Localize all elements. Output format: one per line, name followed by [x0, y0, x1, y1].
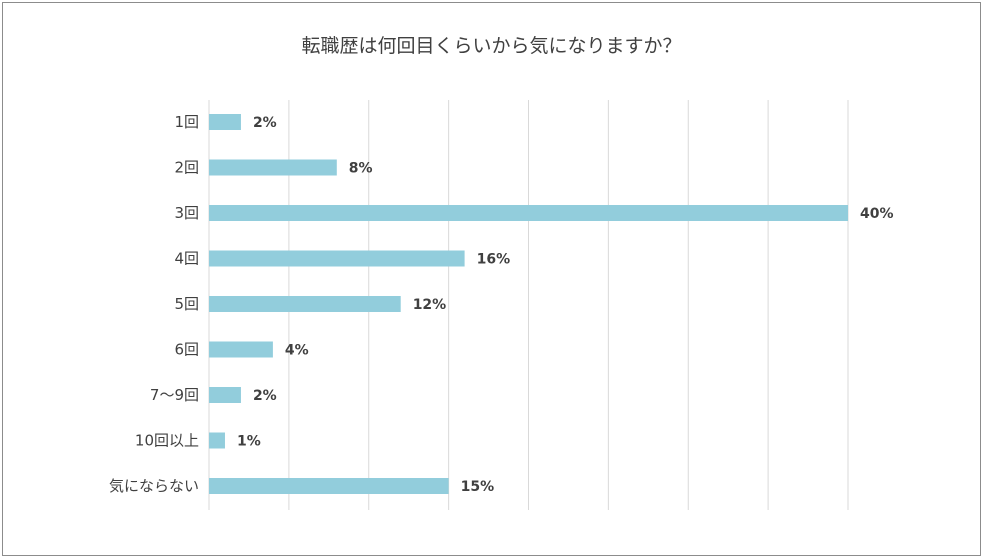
data-label: 40%: [860, 206, 894, 222]
category-label: 4回: [174, 250, 199, 268]
category-label: 3回: [174, 204, 199, 222]
bar: [209, 205, 848, 221]
bar: [209, 387, 241, 403]
category-label: 1回: [174, 113, 199, 131]
category-label: 2回: [174, 159, 199, 177]
bar: [209, 159, 337, 176]
category-label: 7～9回: [150, 386, 199, 404]
bar: [209, 296, 401, 312]
category-label: 5回: [174, 295, 199, 313]
category-label: 気にならない: [109, 477, 199, 495]
chart-title: 転職歴は何回目くらいから気になりますか？: [301, 35, 682, 57]
data-label: 16%: [477, 252, 511, 268]
data-label: 4%: [285, 343, 309, 359]
data-label: 8%: [349, 161, 373, 177]
data-label: 2%: [253, 388, 277, 404]
category-label: 6回: [174, 341, 199, 359]
bar: [209, 478, 449, 494]
data-label: 1%: [237, 434, 261, 450]
bar: [209, 114, 241, 130]
bar: [209, 432, 225, 449]
bar: [209, 250, 465, 267]
bar: [209, 341, 273, 358]
data-label: 12%: [413, 297, 447, 313]
category-label: 10回以上: [135, 432, 199, 450]
data-label: 2%: [253, 115, 277, 131]
data-label: 15%: [461, 479, 495, 495]
data-labels: 2% 8% 40% 16% 12% 4% 2% 1% 15%: [237, 115, 894, 495]
bars: [209, 114, 848, 494]
